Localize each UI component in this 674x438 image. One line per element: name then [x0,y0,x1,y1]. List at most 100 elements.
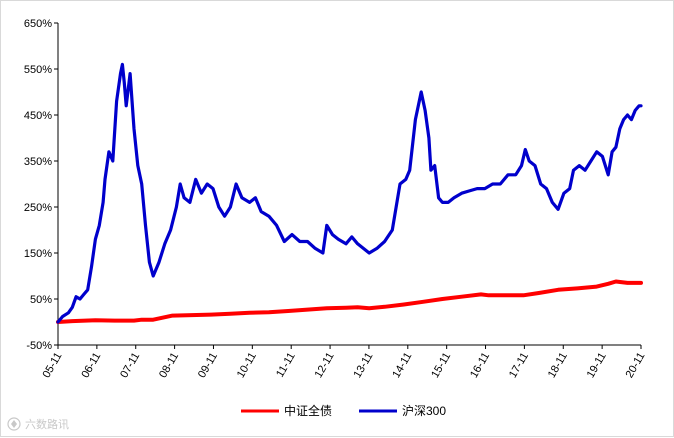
data-point [121,63,123,65]
data-point [235,183,237,185]
data-point [563,192,565,194]
data-point [98,224,100,226]
data-point [291,234,293,236]
data-point [148,261,150,263]
x-tick-label: 13-11 [351,351,375,381]
data-point [79,298,81,300]
data-point [229,206,231,208]
data-point [112,160,114,162]
data-point [476,188,478,190]
data-point [615,146,617,148]
data-point [210,314,212,316]
data-point [507,174,509,176]
x-tick-label: 20-11 [624,351,648,381]
y-tick-label: 550% [24,64,52,76]
data-point [191,314,193,316]
data-point [268,215,270,217]
data-point [254,197,256,199]
x-tick-label: 09-11 [196,351,220,381]
x-tick-label: 19-11 [585,351,609,381]
data-point [171,315,174,317]
data-point [119,73,122,75]
y-tick-label: 250% [24,202,52,214]
data-point [351,236,353,238]
data-point [434,165,436,167]
axes: 650% 550% 450% 350% 250% 150% 50% -50%05-11 06-1… [24,18,648,380]
data-point [94,238,96,240]
data-point [384,306,386,308]
data-point [384,240,386,243]
y-tick-label: 50% [30,294,52,306]
data-point [345,307,347,309]
data-point [524,148,526,151]
data-point [287,310,289,312]
data-point [83,293,85,295]
y-tick-label: 350% [24,156,52,168]
data-point [640,282,642,284]
data-point [607,283,609,285]
series-layer [56,62,643,324]
legend-item: 中证全债 [241,403,332,418]
x-tick-label: 06-11 [79,351,103,381]
data-point [557,208,559,210]
data-point [57,321,59,323]
data-point [420,91,422,93]
data-point [461,192,463,194]
data-point [507,294,509,296]
x-tick-label: 11-11 [274,351,298,380]
data-point [368,307,370,309]
data-point [428,137,430,139]
data-point [345,243,347,245]
data-point [630,119,633,121]
data-point [195,178,197,180]
data-point [438,197,440,199]
data-point [540,183,542,185]
data-point [578,165,580,167]
data-point [619,128,621,130]
data-point [551,201,553,203]
data-point [125,105,127,107]
data-point [414,119,416,121]
data-point [314,247,316,249]
data-point [306,240,309,243]
data-point [144,224,147,226]
data-point [557,289,559,291]
data-point [137,165,139,167]
watermark-logo-icon [7,417,21,431]
data-point [488,294,490,296]
data-point [626,282,629,284]
data-point [189,201,191,203]
data-point [520,165,523,167]
data-point [71,306,73,308]
data-point [152,275,154,277]
data-point [200,192,202,194]
data-point [515,174,517,176]
data-point [114,320,116,322]
data-point [164,243,166,245]
data-point [538,292,540,294]
y-tick-label: 650% [24,18,52,30]
x-tick-label: 17-11 [507,351,531,381]
data-point [104,178,106,180]
data-point [569,188,571,190]
data-point [441,201,443,203]
data-point [141,183,143,185]
data-point [357,306,359,308]
data-point [447,201,449,203]
x-tick-label: 18-11 [546,351,570,381]
series-line-bond-index [56,279,643,324]
x-tick-label: 16-11 [468,351,492,381]
data-point [249,201,251,203]
data-point [391,229,393,231]
data-point [141,319,143,321]
data-point [480,293,482,295]
data-point [206,183,208,185]
data-point [461,296,463,298]
x-tick-label: 08-11 [157,351,181,381]
data-point [534,165,536,167]
data-point [87,289,89,291]
x-tick-label: 10-11 [235,351,259,381]
data-point [453,197,455,199]
data-point [584,169,586,171]
